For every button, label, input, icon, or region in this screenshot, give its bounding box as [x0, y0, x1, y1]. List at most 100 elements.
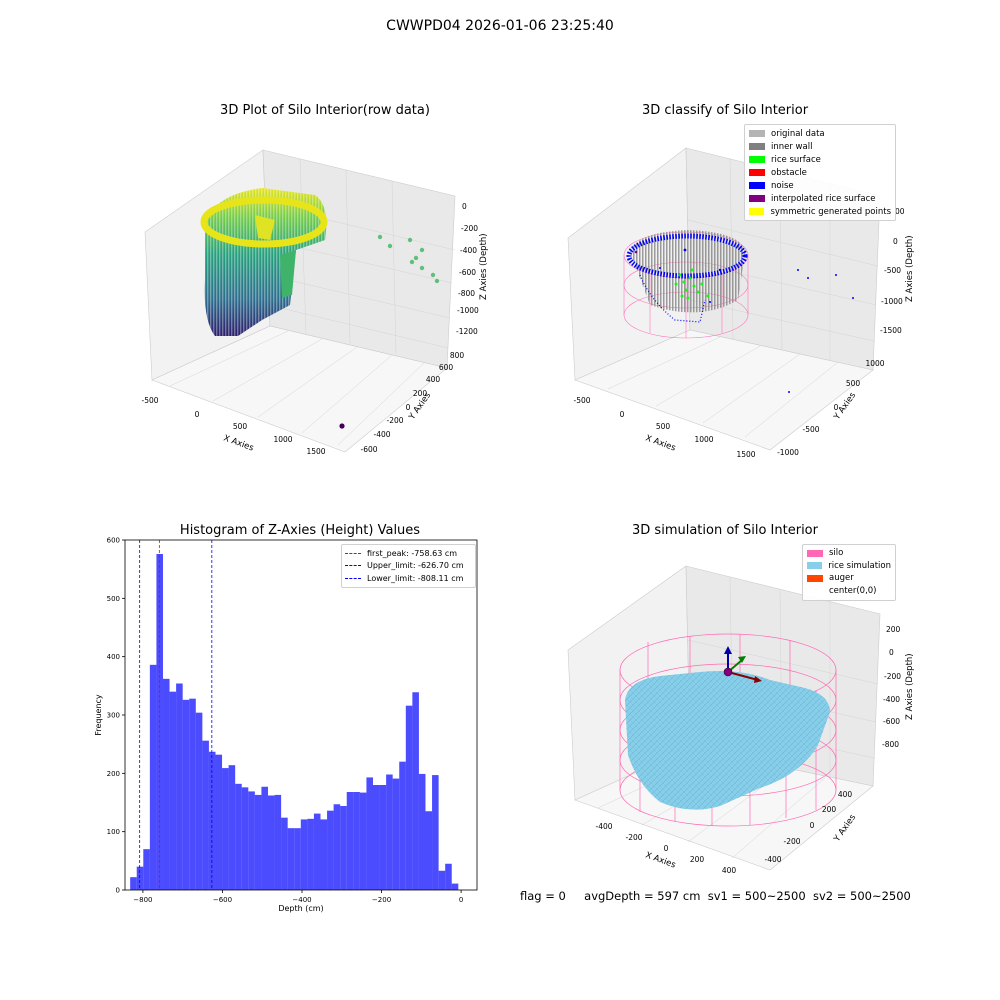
histogram-bar: [451, 883, 459, 890]
raw-ytick: 200: [413, 389, 428, 398]
classify-legend-label: interpolated rice surface: [771, 193, 876, 204]
raw-xtick: 1500: [306, 447, 325, 456]
figure-title: CWWPD04 2026-01-06 23:25:40: [386, 18, 614, 34]
histogram-xtick-label: −600: [213, 896, 232, 904]
histogram-bar: [149, 664, 157, 890]
classify-noise-ring: [626, 233, 748, 279]
raw-ytick: 600: [439, 363, 454, 372]
simulation-zlabel: Z Axies (Depth): [905, 653, 915, 720]
classify-ytick: -1000: [777, 448, 799, 457]
simulation-ztick: 0: [889, 648, 894, 657]
histogram-bar: [333, 804, 341, 890]
histogram-ytick-label: 100: [107, 828, 120, 836]
simulation-legend-swatch: [807, 562, 823, 570]
histogram-bar: [261, 786, 268, 890]
raw-ztick: 0: [462, 202, 467, 211]
histogram-bar: [169, 691, 177, 890]
simulation-xtick: 0: [664, 844, 669, 853]
classify-ytick: 500: [846, 379, 861, 388]
histogram-bar: [307, 818, 314, 890]
raw-ztick: -200: [461, 224, 478, 233]
simulation-rice-surface: [625, 671, 830, 810]
histogram-bar: [254, 794, 262, 890]
histogram-bar: [241, 787, 249, 890]
histogram-bar: [379, 785, 387, 890]
simulation-legend-label: silo: [829, 548, 844, 559]
classify-ztick: -1000: [881, 297, 903, 306]
histogram-title: Histogram of Z-Axies (Height) Values: [179, 523, 421, 538]
simulation-legend-label: auger: [829, 573, 854, 584]
simulation-ztick: -600: [883, 717, 900, 726]
histogram-bar: [340, 806, 347, 890]
histogram-legend-entry: first_peak: -758.63 cm: [345, 547, 472, 560]
histogram-legend-label: Lower_limit: -808.11 cm: [367, 573, 464, 583]
raw-back-pane: [262, 149, 456, 369]
raw-ztick: -400: [460, 246, 477, 255]
histogram-ytick-label: 200: [107, 770, 120, 778]
histogram-bar: [320, 819, 328, 890]
histogram-bar: [353, 792, 360, 890]
histogram-bar: [432, 775, 439, 890]
histogram-frame: [124, 539, 478, 891]
histogram-bar: [281, 817, 288, 890]
sv1-text: sv1 = 500~2500: [707, 889, 806, 903]
histogram-bar: [300, 819, 308, 890]
histogram-bar: [130, 877, 137, 890]
simulation-ztick: -400: [883, 695, 900, 704]
simulation-xtick: 200: [690, 855, 705, 864]
simulation-center-marker: [723, 667, 733, 677]
histogram-xtick-label: 0: [459, 896, 463, 904]
histogram-bar: [215, 754, 223, 890]
classify-ytick: 0: [834, 403, 839, 412]
histogram-bar: [313, 813, 321, 890]
raw-xlabel: X Axies: [222, 433, 255, 453]
classify-ztick: 0: [893, 237, 898, 246]
flag-text: flag = 0: [520, 889, 566, 903]
raw-ylabel: Y Axies: [407, 390, 434, 422]
histogram-ytick-label: 400: [107, 653, 120, 661]
histogram-bar: [327, 810, 334, 890]
classify-legend-swatch: [749, 143, 765, 150]
raw-ztick: -1200: [456, 327, 478, 336]
raw-ytick: 400: [426, 375, 441, 384]
histogram-bar: [228, 765, 236, 890]
classify-ztick-partial: 00: [895, 207, 905, 216]
simulation-ztick: -800: [882, 740, 899, 749]
histogram-xlabel: Depth (cm): [278, 904, 323, 913]
simulation-ytick: 0: [810, 821, 815, 830]
simulation-xtick: -200: [625, 833, 642, 842]
classify-xlabel: X Axies: [644, 433, 677, 453]
histogram-bar: [366, 777, 373, 890]
simulation-legend-entry: center(0,0): [807, 585, 891, 598]
histogram-bar: [176, 683, 183, 890]
classify-ytick: -500: [802, 425, 819, 434]
simulation-legend-swatch: [807, 587, 823, 594]
classify-legend-entry: obstacle: [749, 166, 891, 179]
classify-legend-swatch: [749, 182, 765, 189]
raw-xtick: 500: [233, 422, 248, 431]
histogram-bar: [182, 699, 190, 890]
classify-legend: original data inner wall rice surface obsta…: [744, 124, 896, 221]
histogram-bar: [418, 773, 426, 890]
raw-ytick: -600: [360, 445, 377, 454]
classify-inner-wall: [630, 230, 745, 313]
simulation-legend-label: rice simulation: [828, 560, 891, 571]
classify-legend-swatch: [749, 195, 765, 202]
simulation-ytick: -200: [783, 837, 800, 846]
classify-legend-entry: original data: [749, 127, 891, 140]
classify-xtick: 1500: [736, 450, 755, 459]
histogram-ylabel: Frequency: [94, 694, 103, 736]
sv2-text: sv2 = 500~2500: [812, 889, 911, 903]
simulation-legend-entry: auger: [807, 572, 891, 585]
histogram-legend-swatch: [345, 565, 361, 567]
histogram-bar: [235, 783, 242, 890]
simulation-plot-title: 3D simulation of Silo Interior: [632, 523, 818, 538]
raw-xtick: 0: [195, 410, 200, 419]
histogram-bar: [143, 849, 150, 890]
simulation-silo-wireframe: [619, 633, 837, 827]
histogram-legend-swatch: [345, 552, 361, 554]
histogram-bar: [386, 774, 393, 890]
classify-legend-entry: interpolated rice surface: [749, 192, 891, 205]
histogram-bar: [222, 768, 229, 890]
classify-legend-swatch: [749, 130, 765, 137]
